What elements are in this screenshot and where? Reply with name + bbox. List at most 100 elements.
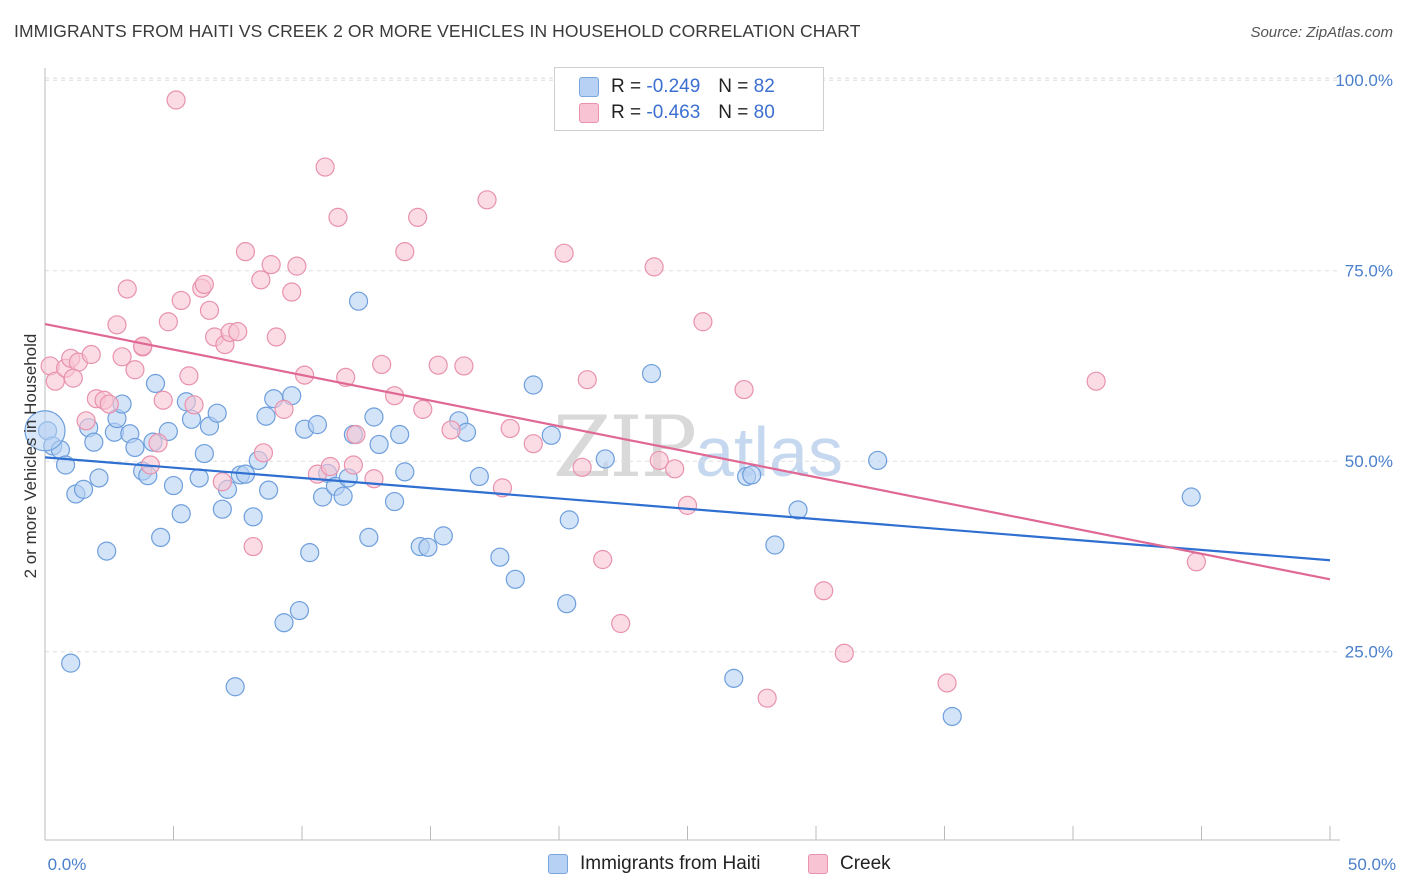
point-creek — [428, 355, 448, 375]
legend-r-value: -0.463 — [646, 102, 701, 123]
trend-line-creek — [44, 322, 1331, 581]
point-haiti — [258, 480, 279, 500]
point-haiti — [243, 507, 263, 527]
point-creek — [194, 274, 214, 295]
point-haiti — [641, 363, 662, 384]
point-creek — [261, 255, 281, 275]
point-creek — [166, 90, 186, 110]
point-haiti — [61, 653, 81, 673]
point-haiti — [194, 443, 214, 464]
point-haiti — [557, 594, 577, 614]
point-creek — [408, 207, 428, 227]
point-creek — [554, 243, 574, 263]
point-creek — [63, 368, 83, 388]
legend-n-label: N = — [718, 76, 749, 97]
point-creek — [454, 356, 474, 376]
point-haiti — [469, 466, 489, 487]
bottom-legend-swatch-haiti — [548, 854, 568, 874]
y-tick-label: 50.0% — [1345, 452, 1393, 471]
bottom-legend-label-haiti: Immigrants from Haiti — [580, 853, 761, 874]
point-creek — [441, 420, 461, 440]
point-haiti — [505, 569, 525, 589]
trend-lines — [44, 322, 1331, 581]
point-haiti — [312, 487, 333, 507]
point-haiti — [433, 526, 453, 546]
chart-title: IMMIGRANTS FROM HAITI VS CREEK 2 OR MORE… — [14, 21, 861, 41]
y-tick-label: 100.0% — [1335, 71, 1393, 90]
point-creek — [834, 643, 854, 663]
point-haiti — [942, 706, 962, 727]
tick-labels: 25.0% 50.0% 75.0% 100.0% 0.0% 50.0% — [48, 71, 1396, 874]
legend-swatch-haiti — [579, 77, 599, 97]
point-creek — [99, 394, 119, 414]
point-creek — [328, 207, 348, 227]
point-creek — [107, 315, 127, 335]
point-creek — [644, 257, 664, 277]
point-creek — [572, 457, 592, 477]
point-creek — [179, 366, 199, 386]
source-label: Source: ZipAtlas.com — [1250, 24, 1393, 41]
legend-n-value: 82 — [753, 76, 775, 97]
point-haiti — [559, 510, 579, 530]
point-creek — [315, 157, 335, 177]
point-haiti — [724, 668, 744, 688]
point-haiti — [289, 600, 310, 621]
watermark-zip: ZIP — [553, 398, 697, 496]
point-haiti — [395, 462, 415, 482]
legend-n-label: N = — [718, 102, 749, 123]
point-haiti — [189, 468, 209, 488]
point-creek — [171, 290, 191, 311]
point-haiti — [418, 537, 438, 557]
point-haiti — [333, 486, 353, 506]
point-haiti — [390, 424, 410, 445]
point-haiti — [868, 450, 888, 471]
point-creek — [158, 312, 178, 332]
watermark: ZIPatlas — [553, 398, 843, 496]
point-haiti — [125, 437, 145, 458]
point-haiti — [1181, 487, 1201, 507]
point-creek — [734, 379, 754, 400]
point-haiti — [145, 373, 166, 394]
x-tick-label-max: 50.0% — [1348, 855, 1396, 874]
point-haiti — [300, 543, 320, 563]
point-creek — [133, 336, 153, 356]
point-creek — [693, 312, 713, 332]
point-creek — [153, 390, 173, 410]
point-creek — [125, 360, 145, 380]
y-axis-label: 2 or more Vehicles in Household — [21, 334, 40, 579]
point-creek — [320, 456, 340, 477]
point-haiti — [742, 465, 762, 485]
legend-r-label: R = — [611, 102, 642, 123]
y-tick-label: 25.0% — [1345, 643, 1393, 662]
point-creek — [593, 549, 613, 570]
point-creek — [81, 344, 101, 365]
legend-row-haiti: R = -0.249 N = 82 — [579, 75, 775, 99]
legend: R = -0.249 N = 82 R = -0.463 N = 80 — [554, 67, 824, 131]
point-haiti — [788, 500, 808, 520]
point-creek — [649, 450, 669, 471]
point-haiti — [163, 475, 184, 496]
point-creek — [343, 455, 363, 475]
point-creek — [1086, 371, 1106, 391]
point-haiti — [369, 434, 389, 455]
point-haiti — [274, 613, 294, 633]
point-creek — [757, 688, 777, 708]
legend-r-value: -0.249 — [646, 76, 701, 97]
point-haiti-large — [24, 410, 66, 452]
point-creek — [346, 424, 366, 445]
point-haiti — [307, 415, 328, 435]
point-creek — [395, 242, 415, 262]
point-creek — [372, 354, 392, 375]
point-creek — [184, 395, 204, 415]
point-creek — [112, 347, 132, 367]
point-haiti — [364, 407, 384, 427]
legend-n-value: 80 — [753, 102, 775, 123]
point-haiti — [89, 468, 109, 488]
point-creek — [937, 673, 957, 693]
point-creek — [117, 279, 137, 299]
point-creek — [1186, 552, 1206, 572]
point-haiti — [151, 527, 171, 548]
point-creek — [282, 282, 302, 302]
point-haiti — [348, 291, 369, 311]
point-haiti — [359, 527, 379, 548]
